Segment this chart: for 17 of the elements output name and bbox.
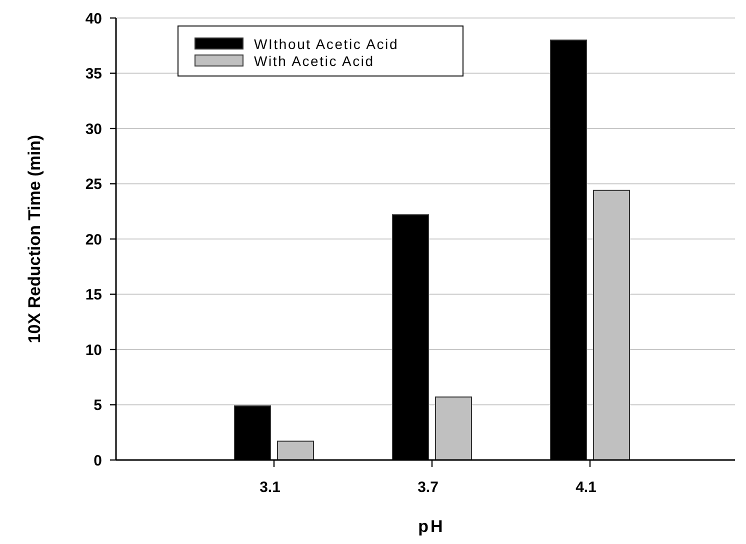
bar xyxy=(277,440,314,460)
y-tick-label: 40 xyxy=(85,10,102,28)
y-tick-label: 35 xyxy=(85,66,102,82)
x-axis-title: pH xyxy=(418,517,445,536)
y-tick-label: 30 xyxy=(85,120,102,138)
y-tick-label: 5 xyxy=(94,397,102,414)
y-axis-title: 10X Reduction Time (min) xyxy=(25,134,44,344)
x-tick-label: 3.1 xyxy=(260,479,280,496)
y-tick-label: 25 xyxy=(85,176,102,193)
legend-label: WIthout Acetic Acid xyxy=(254,36,399,52)
y-tick-label: 20 xyxy=(85,231,102,248)
y-tick-label: 10 xyxy=(85,342,102,359)
legend-label: With Acetic Acid xyxy=(254,52,374,69)
y-tick-label: 0 xyxy=(94,452,102,470)
y-tick-label: 15 xyxy=(85,286,102,304)
x-tick-label: 3.7 xyxy=(418,479,438,496)
x-tick-label: 4.1 xyxy=(576,479,596,496)
